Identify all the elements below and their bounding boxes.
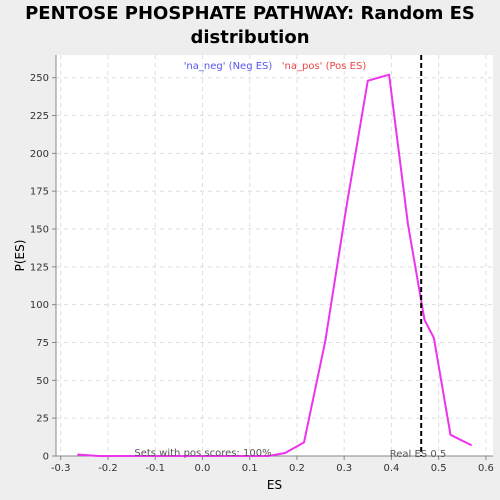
- chart-title-line-1: PENTOSE PHOSPHATE PATHWAY: Random ES: [25, 3, 475, 24]
- y-tick-label-5: 125: [30, 262, 49, 273]
- x-tick-label-8: 0.5: [431, 463, 447, 474]
- y-tick-label-7: 175: [30, 187, 49, 198]
- x-tick-label-5: 0.2: [289, 463, 305, 474]
- x-axis-label: ES: [267, 478, 282, 492]
- y-axis-label: P(ES): [13, 240, 27, 272]
- x-tick-label-9: 0.6: [478, 463, 494, 474]
- y-tick-label-10: 250: [30, 73, 49, 84]
- y-tick-label-0: 0: [43, 452, 49, 463]
- y-tick-label-6: 150: [30, 225, 49, 236]
- series-line-0: [77, 73, 473, 457]
- series: [77, 73, 473, 457]
- x-tick-label-1: -0.2: [98, 463, 118, 474]
- x-tick-label-6: 0.3: [336, 463, 352, 474]
- x-tick-label-7: 0.4: [383, 463, 399, 474]
- plot-area: [56, 55, 493, 456]
- legend-neg: 'na_neg' (Neg ES): [184, 61, 273, 72]
- x-tick-label-2: -0.1: [145, 463, 165, 474]
- legend-pos: 'na_pos' (Pos ES): [282, 61, 367, 72]
- y-tick-label-8: 200: [30, 149, 49, 160]
- y-tick-label-3: 75: [36, 338, 49, 349]
- y-tick-label-9: 225: [30, 111, 49, 122]
- ticks: -0.3 -0.2 -0.1 0.0 0.1 0.2 0.3 0.4 0.5 0.6 0 25 50 75…: [30, 73, 494, 474]
- real-es-label: Real ES 0.5: [390, 449, 446, 460]
- chart-title: PENTOSE PHOSPHATE PATHWAY: Random ES dis…: [0, 2, 500, 50]
- pos-scores-annotation: Sets with pos scores: 100%: [134, 448, 271, 459]
- x-tick-label-3: 0.0: [195, 463, 211, 474]
- y-tick-label-1: 25: [36, 414, 49, 425]
- x-tick-label-4: 0.1: [242, 463, 258, 474]
- chart-title-line-2: distribution: [190, 27, 310, 48]
- y-tick-label-4: 100: [30, 300, 49, 311]
- x-tick-label-0: -0.3: [51, 463, 71, 474]
- y-tick-label-2: 50: [36, 376, 49, 387]
